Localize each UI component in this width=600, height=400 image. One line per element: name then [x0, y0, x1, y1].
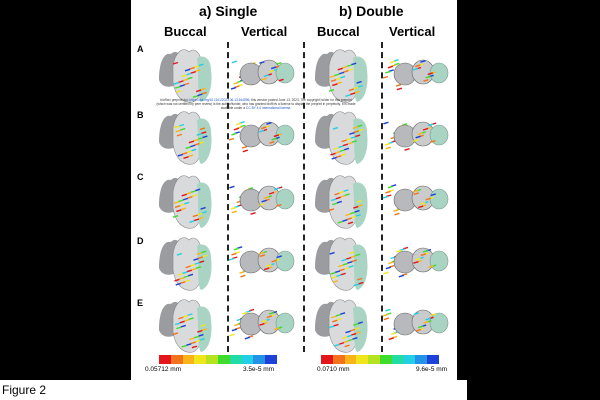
color-scale-single — [159, 355, 277, 364]
scale-swatch — [194, 355, 207, 364]
vertical-tooth-render — [230, 59, 295, 90]
col-header-single-vertical: Vertical — [241, 24, 288, 39]
col-header-double-vertical: Vertical — [389, 24, 436, 39]
scale-swatch — [241, 355, 254, 364]
divider-double — [381, 42, 383, 352]
color-scale-double — [321, 355, 439, 364]
buccal-tooth-render — [315, 237, 368, 291]
row-label-d: D — [137, 236, 144, 246]
scale-swatch — [229, 355, 242, 364]
buccal-tooth-render — [315, 111, 368, 165]
scale-double-max-label: 0.0710 mm — [317, 366, 350, 373]
scale-swatch — [253, 355, 266, 364]
vertical-tooth-render — [229, 185, 295, 215]
vertical-tooth-render — [228, 121, 295, 153]
row-label-c: C — [137, 172, 144, 182]
vertical-tooth-render — [228, 246, 295, 278]
scale-swatch — [356, 355, 369, 364]
scale-swatch — [332, 355, 345, 364]
scale-single-max-label: 0.05712 mm — [145, 366, 182, 373]
scale-swatch — [415, 355, 428, 364]
scale-swatch — [206, 355, 218, 364]
buccal-tooth-render — [315, 299, 368, 353]
row-label-e: E — [137, 298, 144, 308]
buccal-tooth-render — [315, 49, 368, 103]
vertical-tooth-render — [382, 308, 449, 341]
buccal-tooth-render — [159, 237, 212, 291]
figure-panel: a) Single b) Double Buccal Vertical Bucc… — [131, 0, 457, 380]
scale-swatch — [368, 355, 380, 364]
buccal-tooth-render — [159, 175, 212, 229]
scale-swatch — [427, 355, 439, 364]
row-label-a: A — [137, 44, 144, 54]
vertical-tooth-render — [382, 59, 449, 91]
vertical-tooth-render — [383, 246, 449, 278]
col-header-single-buccal: Buccal — [164, 24, 207, 39]
figure-caption: Figure 2 — [2, 383, 47, 397]
divider-middle — [303, 42, 305, 352]
scale-swatch — [321, 355, 333, 364]
col-header-double-buccal: Buccal — [317, 24, 360, 39]
scale-swatch — [159, 355, 171, 364]
buccal-tooth-render — [159, 49, 212, 103]
buccal-tooth-render — [315, 175, 368, 229]
buccal-tooth-render — [159, 299, 212, 353]
vertical-tooth-render — [383, 121, 449, 151]
vertical-tooth-render — [382, 184, 449, 216]
scale-swatch — [344, 355, 357, 364]
panel-b-title: b) Double — [339, 3, 404, 19]
scale-swatch — [170, 355, 183, 364]
scale-swatch — [379, 355, 392, 364]
scale-swatch — [265, 355, 277, 364]
scale-swatch — [182, 355, 195, 364]
divider-single — [227, 42, 229, 352]
scale-single-min-label: 3.5e-5 mm — [243, 366, 275, 373]
preprint-notice: bioRxiv preprint doi: https://doi.org/10… — [156, 98, 356, 110]
vertical-tooth-render — [229, 308, 295, 340]
scale-swatch — [391, 355, 404, 364]
scale-double-min-label: 9.6e-5 mm — [416, 366, 448, 373]
row-label-b: B — [137, 110, 144, 120]
caption-strip — [0, 380, 467, 400]
buccal-tooth-render — [159, 111, 212, 165]
panel-a-title: a) Single — [199, 3, 258, 19]
scale-swatch — [403, 355, 416, 364]
scale-swatch — [217, 355, 230, 364]
